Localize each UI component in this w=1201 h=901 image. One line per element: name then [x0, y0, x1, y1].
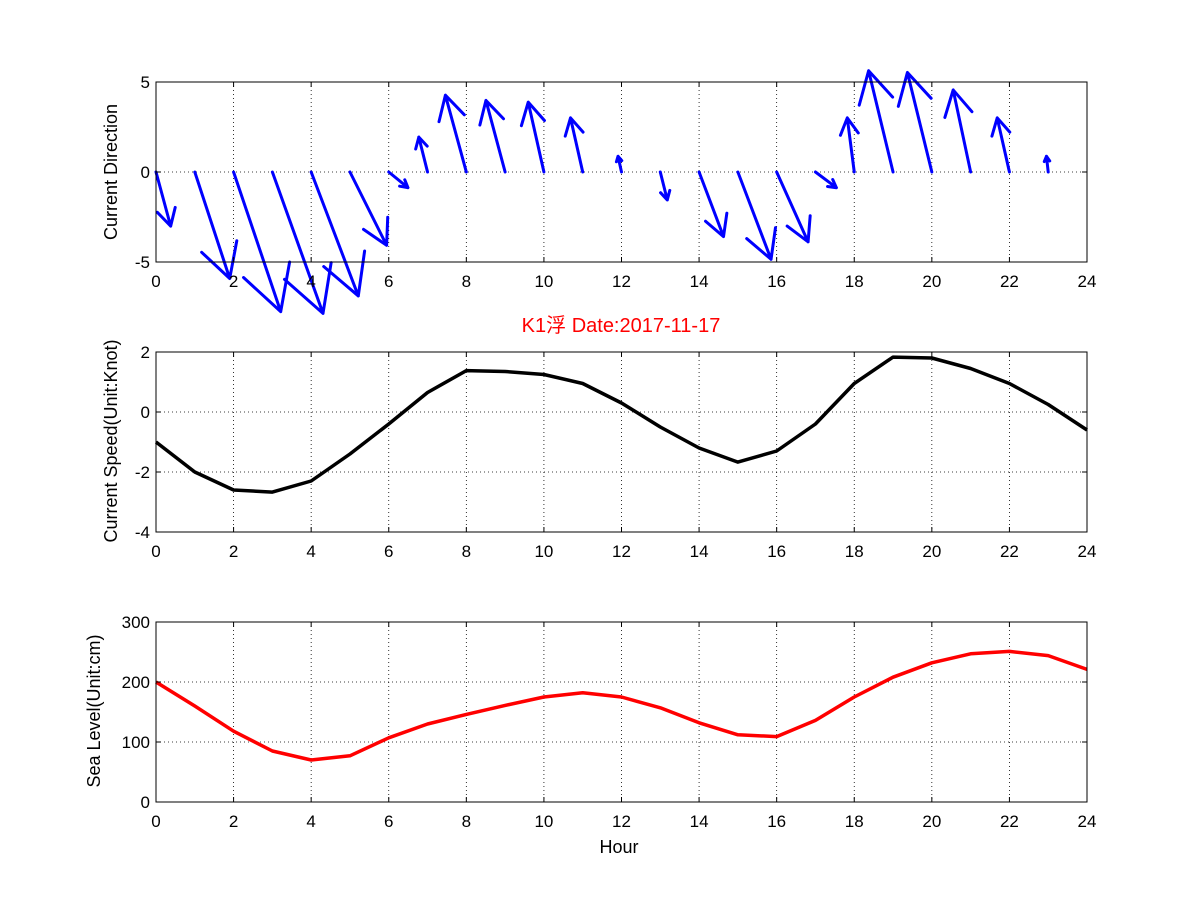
direction-xtick-label: 2: [229, 272, 238, 291]
quiver-arrow: [736, 170, 777, 261]
quiver-arrow: [193, 170, 239, 280]
quiver-arrow: [990, 116, 1012, 174]
speed-ytick-label: -2: [135, 463, 150, 482]
sealevel-ytick-label: 300: [122, 613, 150, 632]
direction-xtick-label: 10: [534, 272, 553, 291]
sealevel-xlabel: Hour: [599, 837, 638, 857]
speed-xtick-label: 4: [306, 542, 315, 561]
speed-ytick-label: 2: [141, 343, 150, 362]
quiver-arrow: [437, 93, 468, 174]
quiver-arrow: [857, 69, 895, 174]
quiver-arrow: [697, 170, 729, 239]
quiver-arrow: [232, 170, 292, 314]
speed-plot-area: [156, 352, 1087, 532]
quiver-arrow: [154, 170, 177, 228]
quiver-arrow: [775, 170, 812, 244]
sealevel-xtick-label: 16: [767, 812, 786, 831]
sealevel-xtick-label: 2: [229, 812, 238, 831]
direction-xtick-label: 20: [922, 272, 941, 291]
direction-xtick-label: 12: [612, 272, 631, 291]
direction-xtick-label: 6: [384, 272, 393, 291]
sealevel-xtick-label: 22: [1000, 812, 1019, 831]
chart-title: K1浮 Date:2017-11-17: [522, 314, 721, 337]
sealevel-xtick-label: 20: [922, 812, 941, 831]
quiver-arrow: [519, 100, 546, 174]
speed-xtick-label: 24: [1078, 542, 1097, 561]
direction-panel: Current Direction 0 2 4 6 8 10 12 14 16 18 20 22 24-…: [101, 69, 1097, 315]
speed-ylabel: Current Speed(Unit:Knot): [101, 339, 121, 542]
direction-ytick-label: -5: [135, 253, 150, 272]
direction-xtick-label: 24: [1078, 272, 1097, 291]
direction-xtick-label: 22: [1000, 272, 1019, 291]
sealevel-panel: Sea Level(Unit:cm) Hour 0 2 4 6 8 10 12 14 16 18 2…: [84, 613, 1096, 857]
quiver-arrow: [658, 170, 672, 202]
sealevel-xtick-label: 4: [306, 812, 315, 831]
sealevel-ytick-label: 0: [141, 793, 150, 812]
sealevel-xtick-label: 24: [1078, 812, 1097, 831]
quiver-arrow: [943, 88, 974, 174]
speed-ytick-label: 0: [141, 403, 150, 422]
direction-xtick-label: 4: [306, 272, 315, 291]
direction-xtick-label: 14: [690, 272, 709, 291]
sealevel-xtick-label: 0: [151, 812, 160, 831]
sealevel-plot-area: [156, 622, 1087, 802]
quiver-arrow: [387, 170, 410, 190]
speed-xtick-label: 16: [767, 542, 786, 561]
speed-ytick-label: -4: [135, 523, 150, 542]
sealevel-ytick-label: 100: [122, 733, 150, 752]
quiver-arrow: [478, 98, 507, 174]
quiver-arrow: [348, 170, 390, 247]
speed-xtick-label: 8: [462, 542, 471, 561]
speed-xtick-label: 22: [1000, 542, 1019, 561]
speed-series-line: [154, 355, 1088, 494]
speed-xtick-label: 12: [612, 542, 631, 561]
speed-panel: K1浮 Date:2017-11-17 Current Speed(Unit:K…: [101, 314, 1096, 561]
quiver-arrow: [1042, 154, 1052, 174]
sealevel-xtick-label: 8: [462, 812, 471, 831]
direction-ytick-label: 5: [141, 73, 150, 92]
quiver-arrow: [270, 170, 333, 315]
speed-xtick-label: 18: [845, 542, 864, 561]
quiver-arrow: [813, 170, 838, 190]
speed-xtick-label: 6: [384, 542, 393, 561]
direction-ylabel: Current Direction: [101, 104, 121, 240]
direction-ytick-label: 0: [141, 163, 150, 182]
sealevel-xtick-label: 18: [845, 812, 864, 831]
direction-xtick-label: 18: [845, 272, 864, 291]
speed-xtick-label: 10: [534, 542, 553, 561]
sealevel-ylabel: Sea Level(Unit:cm): [84, 634, 104, 787]
speed-xtick-label: 0: [151, 542, 160, 561]
sealevel-xtick-label: 10: [534, 812, 553, 831]
direction-xtick-label: 8: [462, 272, 471, 291]
speed-xtick-label: 20: [922, 542, 941, 561]
quiver-arrow: [838, 116, 860, 174]
quiver-arrow: [309, 170, 367, 298]
sealevel-xtick-label: 12: [612, 812, 631, 831]
quiver-arrow: [414, 135, 430, 174]
direction-xtick-label: 0: [151, 272, 160, 291]
quiver-arrow: [563, 116, 585, 174]
quiver-arrow: [614, 154, 624, 174]
direction-xtick-label: 16: [767, 272, 786, 291]
quiver-arrows: [154, 69, 1052, 315]
sealevel-xtick-label: 6: [384, 812, 393, 831]
sealevel-series-line: [155, 649, 1088, 762]
quiver-arrow: [896, 70, 934, 174]
speed-xtick-label: 14: [690, 542, 709, 561]
speed-xtick-label: 2: [229, 542, 238, 561]
sealevel-xtick-label: 14: [690, 812, 709, 831]
sealevel-ytick-label: 200: [122, 673, 150, 692]
